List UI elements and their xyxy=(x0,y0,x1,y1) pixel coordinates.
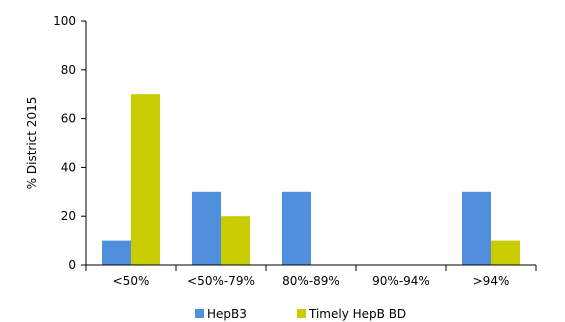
bar xyxy=(462,191,491,265)
x-tick-label: 80%-89% xyxy=(282,274,340,288)
x-tick-label: <50%-79% xyxy=(187,274,255,288)
legend-label: Timely HepB BD xyxy=(308,307,406,321)
bar xyxy=(282,191,311,265)
legend-swatch xyxy=(195,309,204,318)
y-tick-label: 60 xyxy=(61,112,76,126)
legend-swatch xyxy=(297,309,306,318)
y-tick-label: 80 xyxy=(61,63,76,77)
x-tick-label: 90%-94% xyxy=(372,274,430,288)
bars xyxy=(102,94,520,265)
bar xyxy=(102,240,131,265)
x-axis: <50% <50%-79% 80%-89% 90%-94% >94% xyxy=(85,264,537,288)
legend-label: HepB3 xyxy=(207,307,247,321)
y-axis-label: % District 2015 xyxy=(25,97,39,190)
bar xyxy=(221,216,250,265)
y-tick-label: 100 xyxy=(53,14,76,28)
x-tick-label: <50% xyxy=(113,274,150,288)
bar xyxy=(192,191,221,265)
y-tick-label: 40 xyxy=(61,160,76,174)
x-tick-label: >94% xyxy=(473,274,510,288)
y-tick-label: 0 xyxy=(68,258,76,272)
y-axis: 0 20 40 60 80 100 xyxy=(53,14,87,272)
y-tick-label: 20 xyxy=(61,209,76,223)
legend: HepB3 Timely HepB BD xyxy=(195,307,406,321)
bar xyxy=(131,94,160,265)
bar xyxy=(491,240,520,265)
